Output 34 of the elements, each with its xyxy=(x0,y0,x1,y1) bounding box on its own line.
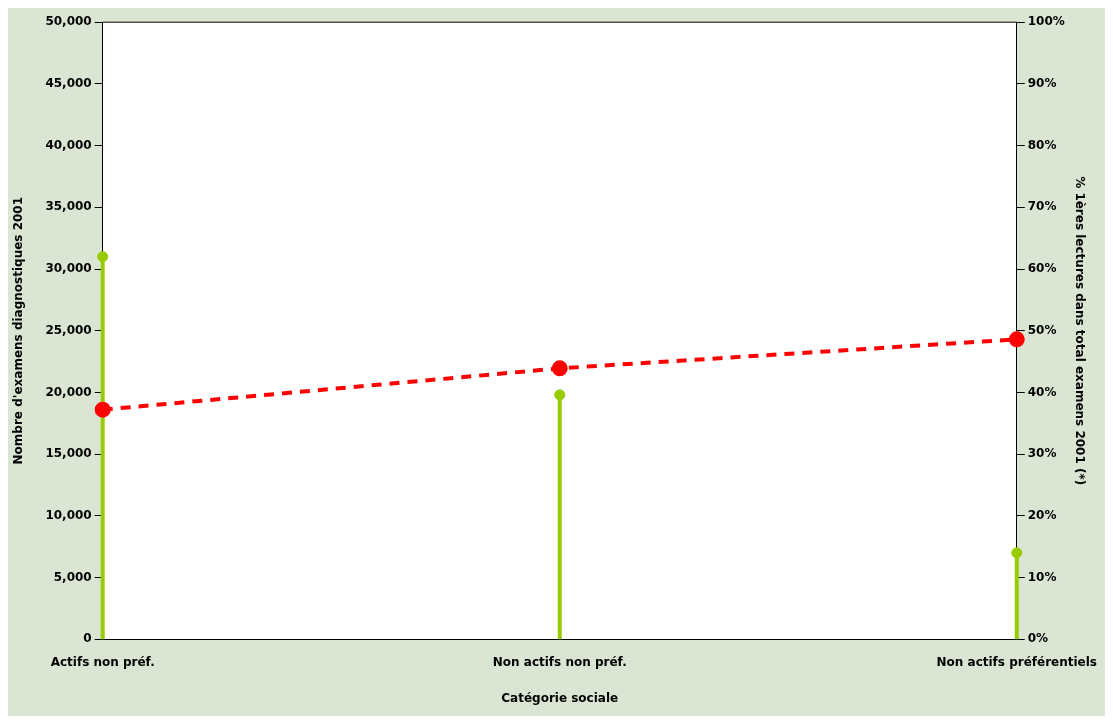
y-tick-label: 50,000 xyxy=(45,14,92,29)
y-tick-label: 40,000 xyxy=(45,137,92,152)
point xyxy=(97,251,109,263)
y2-tick-label: 20% xyxy=(1027,507,1057,522)
y-tick-label: 35,000 xyxy=(45,199,92,214)
x-tick-label: Actifs non préf. xyxy=(50,654,155,669)
y-tick-label: 25,000 xyxy=(45,322,92,337)
y2-tick-label: 100% xyxy=(1027,14,1065,29)
x-tick-label: Non actifs non préf. xyxy=(492,654,627,669)
y2-tick-label: 50% xyxy=(1027,322,1057,337)
y2-tick-label: 40% xyxy=(1027,384,1057,399)
point xyxy=(551,360,568,377)
y2-axis-title: % 1ères lectures dans total examens 2001 (*) xyxy=(1072,176,1087,486)
y-tick-label: 30,000 xyxy=(45,261,92,276)
y-tick-label: 0 xyxy=(83,631,92,646)
x-axis-title: Catégorie sociale xyxy=(501,690,619,705)
y-tick-label: 20,000 xyxy=(45,384,92,399)
y-tick-label: 15,000 xyxy=(45,446,92,461)
y-axis-title: Nombre d'examens diagnostiques 2001 xyxy=(11,196,26,465)
point xyxy=(1011,547,1023,559)
x-tick-label: Non actifs préférentiels xyxy=(936,654,1097,669)
y2-tick-label: 10% xyxy=(1027,569,1057,584)
y2-tick-label: 0% xyxy=(1027,631,1049,646)
y-tick-label: 5,000 xyxy=(53,569,92,584)
y-tick-label: 45,000 xyxy=(45,76,92,91)
y2-tick-label: 60% xyxy=(1027,261,1057,276)
y-tick-label: 10,000 xyxy=(45,507,92,522)
point xyxy=(94,401,111,418)
point xyxy=(1008,331,1025,348)
y2-tick-label: 30% xyxy=(1027,446,1057,461)
point xyxy=(554,389,566,401)
y2-tick-label: 90% xyxy=(1027,76,1057,91)
y2-tick-label: 70% xyxy=(1027,199,1057,214)
y2-tick-label: 80% xyxy=(1027,137,1057,152)
